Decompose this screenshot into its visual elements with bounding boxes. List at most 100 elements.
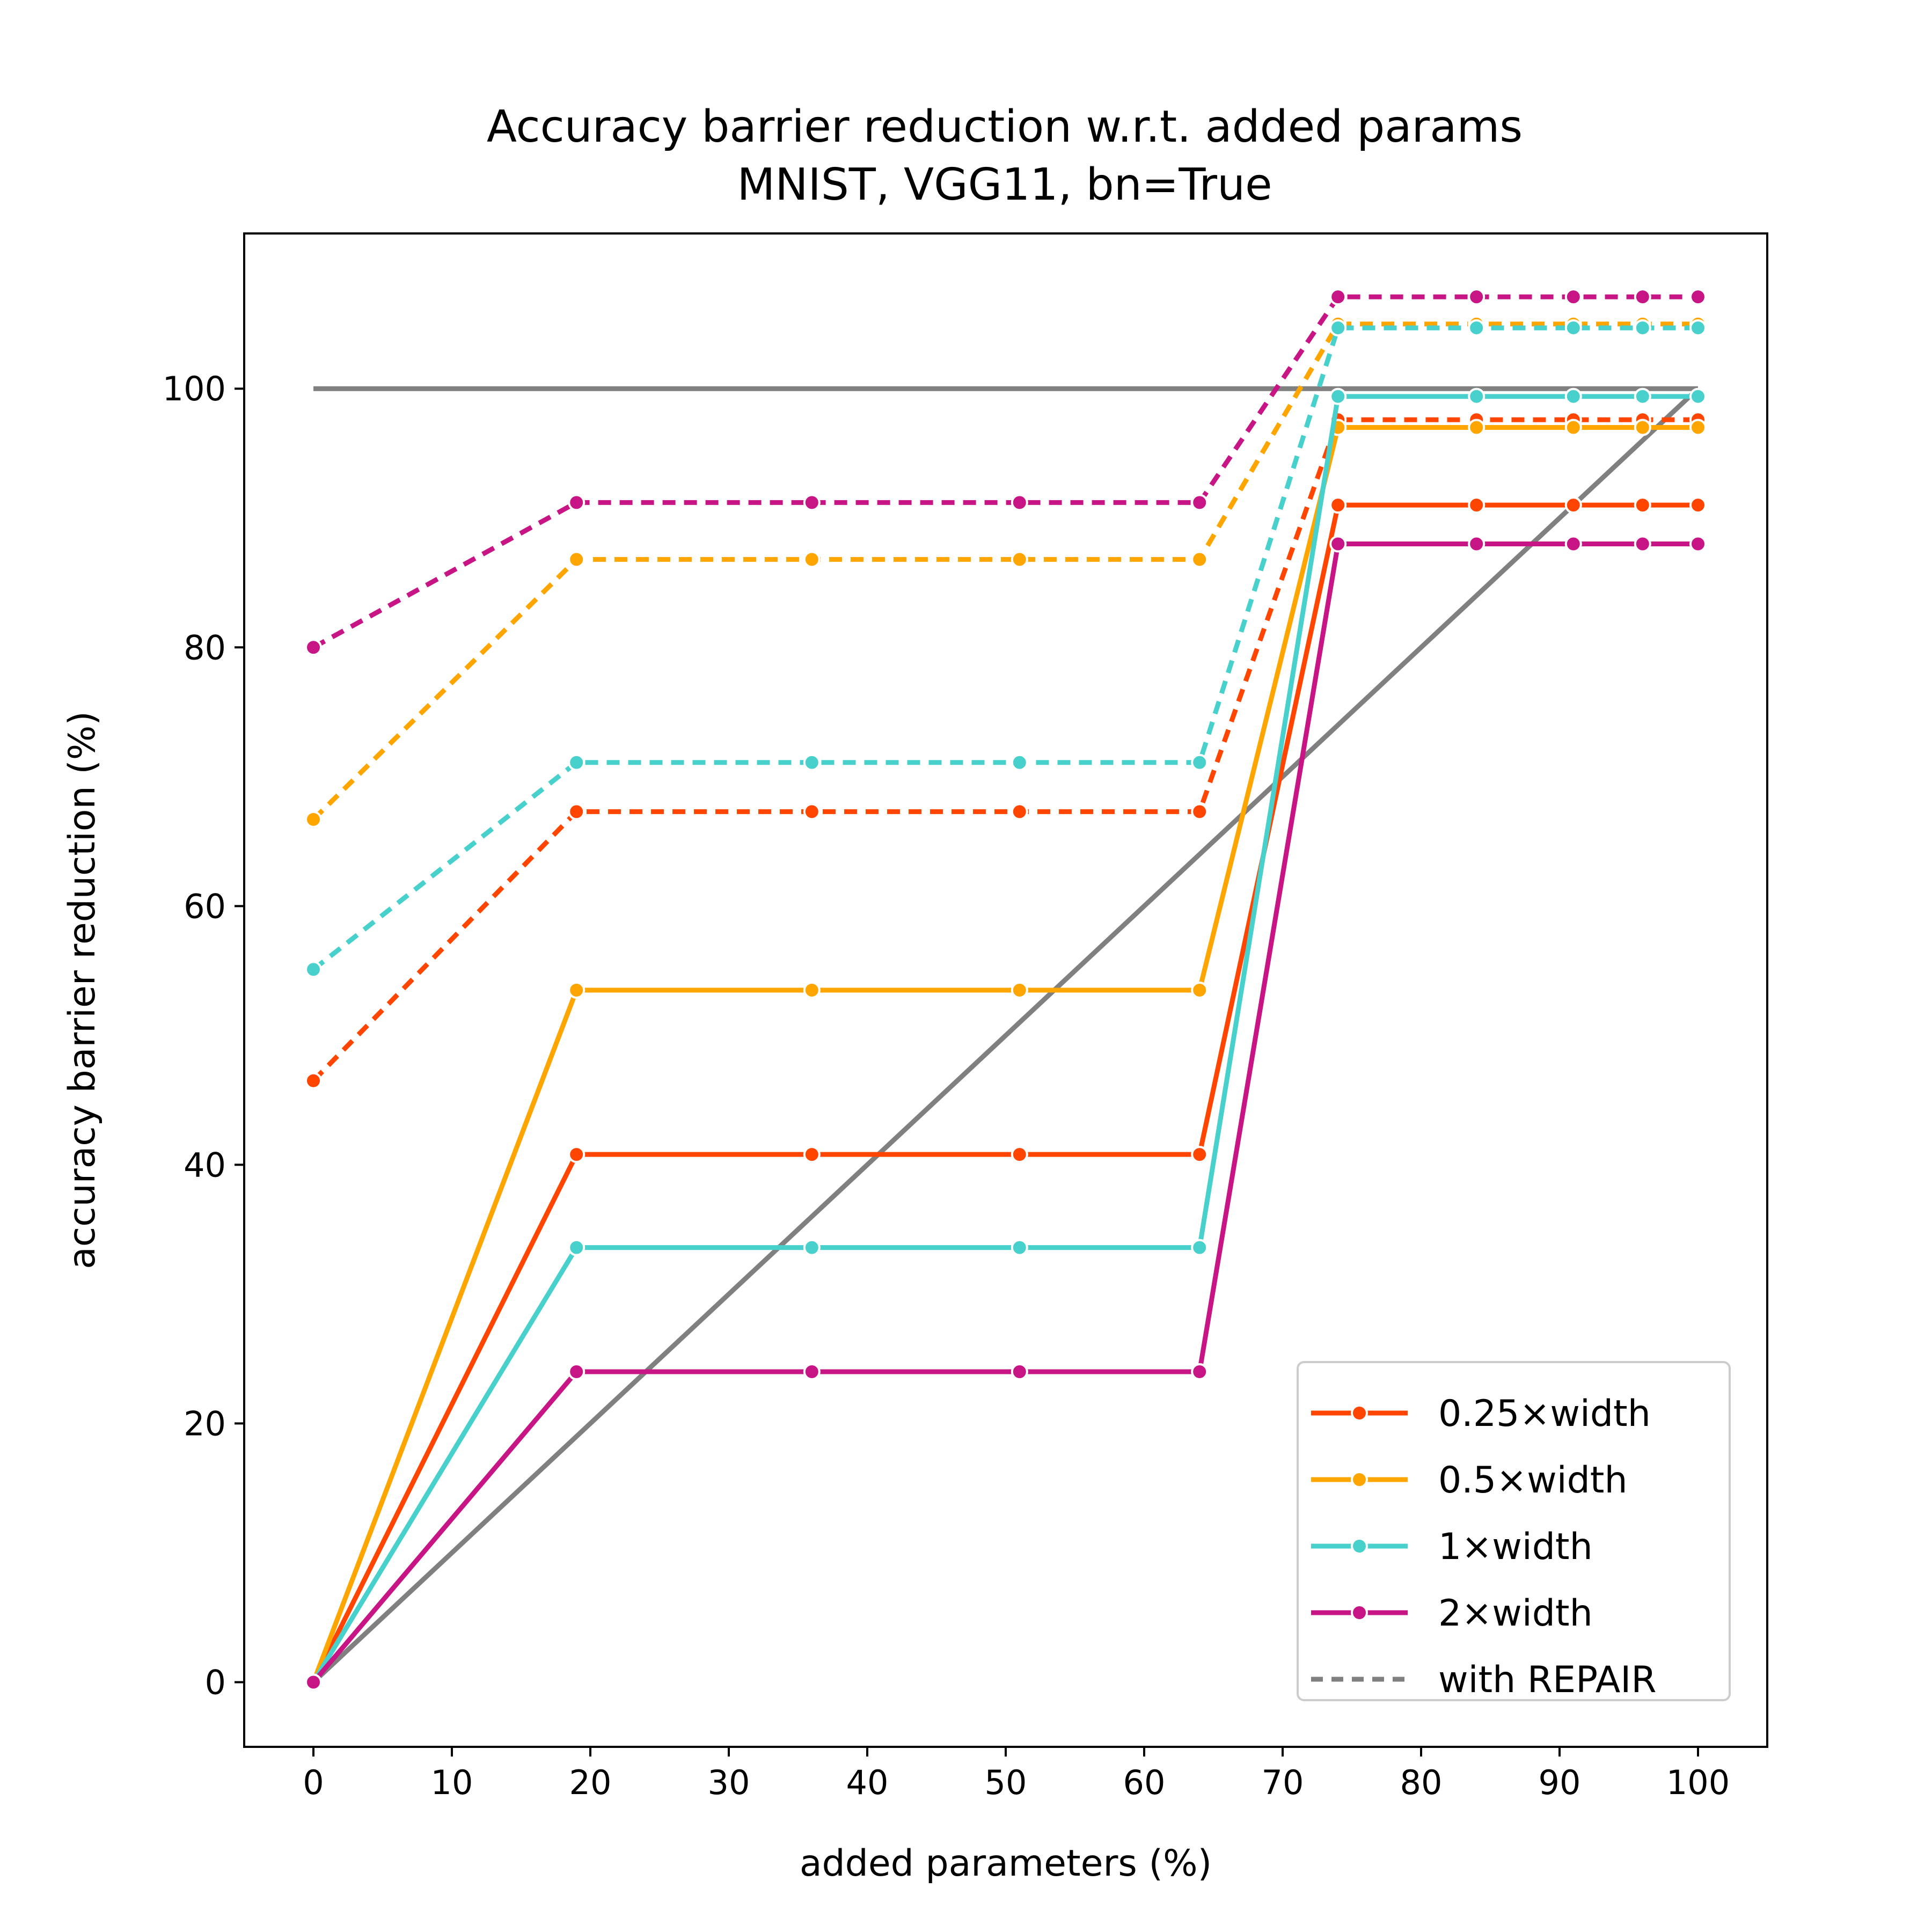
data-point	[1689, 288, 1707, 306]
data-point	[1634, 535, 1651, 553]
y-tick-label: 60	[184, 887, 226, 926]
y-tick-label: 20	[184, 1404, 226, 1443]
legend-frame	[1297, 1361, 1731, 1701]
series-line	[311, 541, 1698, 1684]
x-tick-label: 50	[985, 1763, 1027, 1802]
data-point	[568, 1146, 586, 1163]
data-point	[1011, 1239, 1028, 1256]
legend-item-3: 2×width	[1311, 1592, 1593, 1635]
data-point	[1191, 1239, 1209, 1256]
data-point	[1564, 496, 1582, 514]
series-line	[311, 394, 1698, 1684]
y-axis-label: accuracy barrier reduction (%)	[61, 711, 104, 1269]
data-point	[305, 1072, 322, 1089]
legend-label: 2×width	[1438, 1592, 1593, 1635]
data-point	[568, 1363, 586, 1381]
legend-item-2: 1×width	[1311, 1526, 1593, 1568]
data-point	[1191, 982, 1209, 999]
x-tick-label: 40	[846, 1763, 889, 1802]
x-tick-label: 0	[303, 1763, 324, 1802]
y-axis: 0 20 40 60 80 100	[163, 369, 244, 1702]
data-point	[1468, 535, 1485, 553]
data-point	[1564, 419, 1582, 436]
data-point	[1011, 982, 1028, 999]
series-5	[305, 319, 1707, 978]
chart-subtitle: MNIST, VGG11, bn=True	[737, 159, 1272, 210]
y-tick-label: 80	[184, 628, 226, 667]
data-point	[305, 810, 322, 828]
data-point	[1634, 288, 1651, 306]
data-point	[803, 982, 821, 999]
data-point	[305, 961, 322, 978]
legend-label: 1×width	[1438, 1526, 1593, 1568]
data-point	[1564, 387, 1582, 405]
data-point	[1191, 551, 1209, 568]
series-4	[305, 387, 1707, 1691]
data-point	[1468, 319, 1485, 336]
y-tick-label: 40	[184, 1145, 226, 1184]
data-point	[1689, 387, 1707, 405]
data-point	[1011, 551, 1028, 568]
data-point	[1329, 387, 1347, 405]
x-tick-label: 70	[1262, 1763, 1304, 1802]
data-point	[1011, 1146, 1028, 1163]
legend-label: with REPAIR	[1438, 1659, 1657, 1701]
data-point	[1634, 387, 1651, 405]
data-point	[1329, 288, 1347, 306]
data-point	[1689, 419, 1707, 436]
data-point	[1191, 494, 1209, 511]
data-point	[1011, 753, 1028, 771]
series-6	[305, 535, 1707, 1691]
data-point	[568, 1239, 586, 1256]
data-point	[1011, 494, 1028, 511]
legend-marker	[1351, 1404, 1368, 1422]
y-tick-label: 100	[163, 369, 226, 408]
data-point	[568, 753, 586, 771]
data-point	[1564, 288, 1582, 306]
series-line	[312, 325, 1698, 971]
legend-item-4: with REPAIR	[1311, 1659, 1657, 1701]
data-point	[803, 1363, 821, 1381]
data-point	[1468, 419, 1485, 436]
series-line	[312, 294, 1698, 650]
x-tick-label: 80	[1400, 1763, 1443, 1802]
series-2	[305, 419, 1707, 1691]
data-point	[1634, 419, 1651, 436]
series-7	[305, 288, 1707, 656]
chart-title: Accuracy barrier reduction w.r.t. added …	[487, 101, 1523, 152]
legend-marker	[1351, 1604, 1368, 1621]
series-line	[311, 425, 1698, 1684]
data-point	[1689, 496, 1707, 514]
data-point	[1634, 496, 1651, 514]
x-tick-label: 30	[708, 1763, 750, 1802]
data-point	[1468, 288, 1485, 306]
legend: 0.25×width 0.5×width 1×width 2×width with RE…	[1297, 1361, 1731, 1701]
x-tick-label: 90	[1539, 1763, 1581, 1802]
data-point	[305, 1673, 322, 1691]
data-point	[1329, 535, 1347, 553]
reference-lines	[311, 386, 1700, 1684]
data-point	[568, 551, 586, 568]
data-point	[1468, 496, 1485, 514]
x-axis-label: added parameters (%)	[800, 1842, 1212, 1885]
data-point	[568, 494, 586, 511]
data-point	[1329, 319, 1347, 336]
data-point	[803, 803, 821, 821]
x-axis: 0 10 20 30 40 50 60 70 80 90 100	[303, 1747, 1730, 1802]
legend-marker	[1351, 1538, 1368, 1555]
data-point	[1564, 319, 1582, 336]
data-point	[1191, 1146, 1209, 1163]
data-point	[305, 639, 322, 656]
data-point	[1329, 496, 1347, 514]
series-group	[305, 288, 1707, 1691]
data-point	[1191, 753, 1209, 771]
data-point	[803, 1146, 821, 1163]
legend-label: 0.5×width	[1438, 1459, 1628, 1502]
x-tick-label: 100	[1666, 1763, 1730, 1802]
data-point	[1191, 803, 1209, 821]
data-point	[1634, 319, 1651, 336]
x-tick-label: 10	[431, 1763, 473, 1802]
data-point	[1689, 319, 1707, 336]
data-point	[803, 753, 821, 771]
